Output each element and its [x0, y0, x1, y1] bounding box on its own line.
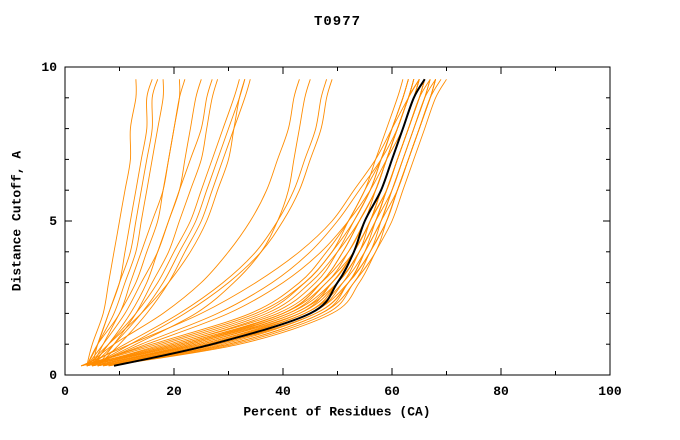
model-curve [86, 79, 186, 367]
chart-title: T0977 [313, 14, 361, 30]
model-curve [86, 79, 404, 367]
model-curve [103, 79, 437, 367]
svg-text:40: 40 [275, 384, 291, 399]
model-curve [86, 79, 213, 367]
model-curve [92, 79, 333, 367]
model-curve [81, 79, 409, 367]
model-curve [92, 79, 311, 367]
model-curve [91, 79, 246, 367]
model-curve [92, 79, 431, 367]
svg-text:5: 5 [49, 214, 57, 229]
model-curve [91, 79, 240, 367]
model-curve [103, 79, 431, 367]
model-curve [97, 79, 251, 367]
model-curve [91, 79, 153, 366]
model-curve [81, 79, 420, 367]
highlight-curve [113, 78, 426, 367]
svg-text:20: 20 [166, 384, 182, 399]
model-curve [97, 79, 219, 367]
model-curve [86, 79, 164, 367]
model-curve [86, 79, 300, 367]
model-curve [86, 79, 328, 367]
model-curve [108, 79, 447, 367]
x-axis-label: Percent of Residues (CA) [243, 404, 431, 420]
model-curve [86, 79, 246, 367]
svg-text:100: 100 [598, 384, 622, 399]
model-curve [92, 79, 420, 367]
model-curve [86, 79, 137, 366]
svg-text:0: 0 [49, 368, 57, 383]
svg-text:60: 60 [384, 384, 400, 399]
svg-text:0: 0 [61, 384, 69, 399]
svg-text:80: 80 [493, 384, 509, 399]
svg-text:10: 10 [41, 60, 57, 75]
